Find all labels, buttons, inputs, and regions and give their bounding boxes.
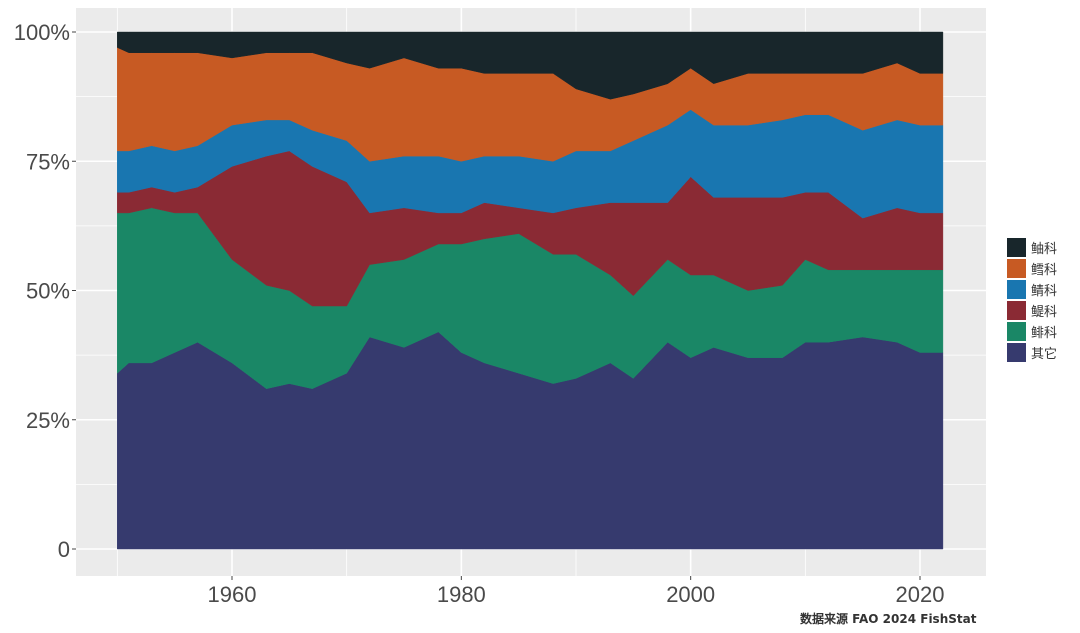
y-tick-label: 0 (58, 537, 70, 562)
data-source-note: 数据来源 FAO 2024 FishStat (800, 612, 977, 626)
y-tick-label: 75% (26, 149, 70, 174)
area-series (117, 31, 944, 550)
x-tick-label: 1960 (208, 582, 257, 607)
legend-item: 鲱科 (1007, 321, 1057, 342)
legend: 鲉科鳕科鲭科鳀科鲱科其它 (1007, 237, 1057, 363)
legend-swatch (1007, 238, 1026, 257)
legend-item: 鳀科 (1007, 300, 1057, 321)
legend-label: 鲭科 (1031, 284, 1058, 299)
x-tick-label: 2020 (896, 582, 945, 607)
legend-swatch (1007, 343, 1026, 362)
legend-label: 鲉科 (1031, 242, 1058, 257)
legend-item: 鳕科 (1007, 258, 1057, 279)
legend-swatch (1007, 322, 1026, 341)
y-axis-ticks: 0 25% 50% 75% 100% (14, 20, 76, 562)
legend-swatch (1007, 280, 1026, 299)
legend-swatch (1007, 259, 1026, 278)
x-tick-label: 1980 (437, 582, 486, 607)
x-tick-label: 2000 (666, 582, 715, 607)
legend-label: 鳕科 (1031, 263, 1058, 278)
x-axis-ticks: 1960 1980 2000 2020 (208, 576, 945, 607)
legend-label: 鲱科 (1031, 326, 1058, 341)
y-tick-label: 25% (26, 408, 70, 433)
area-鲉科 (117, 31, 944, 100)
y-tick-label: 100% (14, 20, 70, 45)
legend-swatch (1007, 301, 1026, 320)
legend-label: 鳀科 (1031, 305, 1058, 320)
legend-item: 其它 (1007, 342, 1057, 363)
legend-item: 鲭科 (1007, 279, 1057, 300)
y-tick-label: 50% (26, 279, 70, 304)
legend-item: 鲉科 (1007, 237, 1057, 258)
legend-label: 其它 (1031, 347, 1058, 362)
